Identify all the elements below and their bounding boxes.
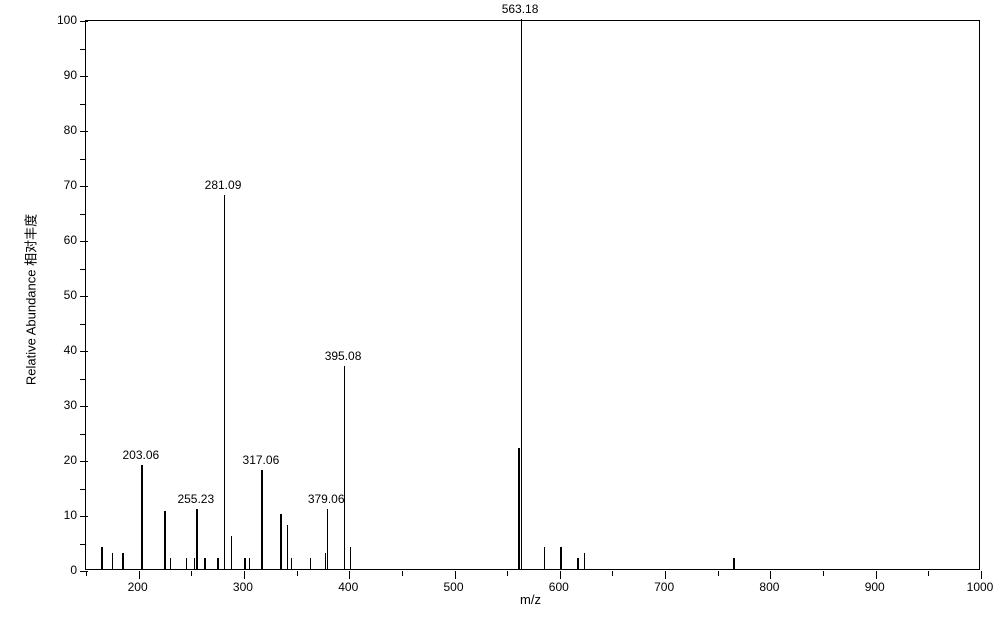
x-tick bbox=[718, 571, 719, 576]
x-axis-label: m/z bbox=[520, 592, 541, 607]
y-tick bbox=[80, 76, 88, 77]
y-tick bbox=[80, 186, 88, 187]
x-tick-label: 200 bbox=[128, 580, 148, 594]
peak-label: 563.18 bbox=[502, 2, 539, 16]
y-tick bbox=[80, 241, 88, 242]
y-tick bbox=[80, 131, 88, 132]
x-tick bbox=[455, 571, 456, 579]
x-tick-label: 500 bbox=[444, 580, 464, 594]
x-tick bbox=[981, 571, 982, 579]
spectrum-peak bbox=[196, 509, 198, 570]
x-tick bbox=[349, 571, 350, 579]
x-tick bbox=[297, 571, 298, 576]
x-tick bbox=[507, 571, 508, 576]
y-tick bbox=[80, 406, 88, 407]
x-tick bbox=[244, 571, 245, 579]
y-tick-label: 20 bbox=[47, 453, 77, 467]
y-tick-label: 40 bbox=[47, 343, 77, 357]
spectrum-peak bbox=[122, 553, 124, 570]
y-axis-label: Relative Abundance 相对丰度 bbox=[21, 190, 40, 410]
x-tick-label: 900 bbox=[865, 580, 885, 594]
spectrum-peak bbox=[186, 558, 188, 569]
y-tick bbox=[80, 159, 85, 160]
y-tick-label: 80 bbox=[47, 123, 77, 137]
x-tick bbox=[402, 571, 403, 576]
y-tick-label: 50 bbox=[47, 288, 77, 302]
y-tick-label: 0 bbox=[47, 563, 77, 577]
y-tick bbox=[80, 296, 88, 297]
spectrum-peak bbox=[244, 558, 246, 569]
spectrum-peak bbox=[261, 470, 263, 569]
spectrum-peak bbox=[194, 558, 196, 569]
x-tick bbox=[612, 571, 613, 576]
spectrum-peak bbox=[544, 547, 546, 569]
spectrum-peak bbox=[560, 547, 562, 569]
y-tick-label: 70 bbox=[47, 178, 77, 192]
y-tick bbox=[80, 351, 88, 352]
y-tick bbox=[80, 434, 85, 435]
y-tick bbox=[80, 324, 85, 325]
x-tick bbox=[86, 571, 87, 576]
spectrum-peak bbox=[733, 558, 735, 569]
y-tick bbox=[80, 104, 85, 105]
spectrum-peak bbox=[291, 558, 293, 569]
x-tick-label: 600 bbox=[549, 580, 569, 594]
peak-label: 395.08 bbox=[325, 349, 362, 363]
spectrum-peak bbox=[231, 536, 233, 569]
x-tick bbox=[876, 571, 877, 579]
y-tick-label: 100 bbox=[47, 13, 77, 27]
x-tick bbox=[665, 571, 666, 579]
spectrum-peak bbox=[327, 509, 329, 570]
spectrum-peak bbox=[344, 366, 346, 570]
y-tick bbox=[80, 544, 85, 545]
peak-label: 317.06 bbox=[243, 453, 280, 467]
y-tick bbox=[80, 49, 85, 50]
plot-area bbox=[85, 20, 980, 570]
spectrum-peak bbox=[584, 553, 586, 570]
y-tick-label: 10 bbox=[47, 508, 77, 522]
x-tick-label: 800 bbox=[759, 580, 779, 594]
spectrum-peak bbox=[287, 525, 289, 569]
chart-container: Relative Abundance 相对丰度 m/z 0 10 20 30 40 50 6… bbox=[0, 0, 1000, 628]
y-tick bbox=[80, 489, 85, 490]
spectrum-peak bbox=[101, 547, 103, 569]
spectrum-peak bbox=[141, 465, 143, 570]
x-tick bbox=[191, 571, 192, 576]
y-tick bbox=[80, 214, 85, 215]
x-tick-label: 700 bbox=[654, 580, 674, 594]
y-tick bbox=[80, 21, 88, 22]
y-tick bbox=[80, 379, 85, 380]
spectrum-peak bbox=[350, 547, 352, 569]
x-tick bbox=[560, 571, 561, 579]
x-tick bbox=[770, 571, 771, 579]
spectrum-peak bbox=[310, 558, 312, 569]
spectrum-peak bbox=[518, 448, 520, 569]
y-tick bbox=[80, 516, 88, 517]
x-tick bbox=[139, 571, 140, 579]
spectrum-peak bbox=[112, 553, 114, 570]
peak-label: 379.06 bbox=[308, 492, 345, 506]
x-tick bbox=[928, 571, 929, 576]
spectrum-peak bbox=[204, 558, 206, 569]
x-tick-label: 1000 bbox=[967, 580, 994, 594]
y-tick-label: 30 bbox=[47, 398, 77, 412]
y-tick-label: 60 bbox=[47, 233, 77, 247]
y-tick bbox=[80, 461, 88, 462]
spectrum-peak bbox=[164, 511, 166, 569]
spectrum-peak bbox=[280, 514, 282, 569]
x-tick-label: 300 bbox=[233, 580, 253, 594]
peak-label: 281.09 bbox=[205, 178, 242, 192]
peak-label: 255.23 bbox=[177, 492, 214, 506]
spectrum-peak bbox=[577, 558, 579, 569]
y-tick bbox=[80, 269, 85, 270]
spectrum-peak bbox=[170, 558, 172, 569]
x-tick bbox=[823, 571, 824, 576]
spectrum-peak bbox=[217, 558, 219, 569]
spectrum-peak bbox=[249, 558, 251, 569]
spectrum-peak bbox=[224, 195, 226, 569]
peak-label: 203.06 bbox=[123, 448, 160, 462]
spectrum-peak bbox=[521, 19, 523, 569]
y-tick-label: 90 bbox=[47, 68, 77, 82]
x-tick-label: 400 bbox=[338, 580, 358, 594]
